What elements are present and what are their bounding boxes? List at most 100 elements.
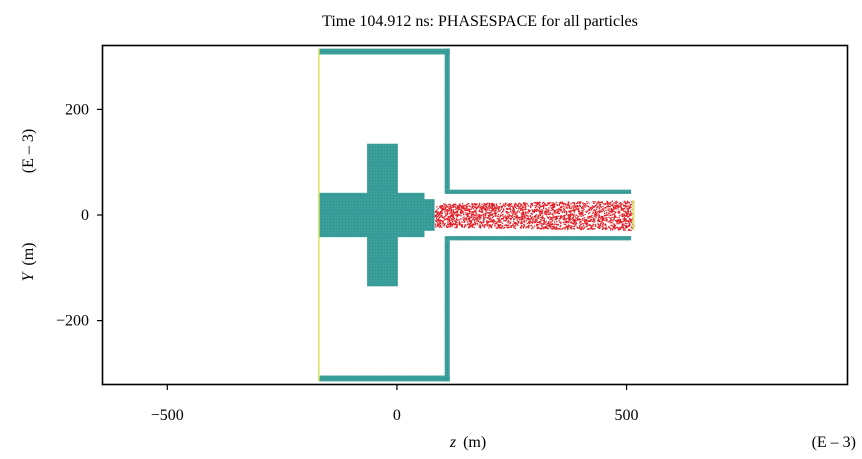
particle-point bbox=[478, 215, 481, 217]
particle-point bbox=[448, 218, 451, 221]
particle-point bbox=[541, 212, 543, 214]
particle-point bbox=[484, 203, 487, 205]
particle-point bbox=[597, 220, 599, 222]
particle-point bbox=[603, 213, 606, 215]
particle-point bbox=[507, 222, 509, 224]
particle-point bbox=[573, 210, 576, 212]
particle-point bbox=[543, 226, 546, 229]
particle-point bbox=[444, 216, 446, 218]
particle-point bbox=[531, 210, 534, 212]
particle-point bbox=[492, 205, 494, 208]
particle-point bbox=[535, 220, 537, 222]
particle-point bbox=[454, 204, 456, 206]
particle-point bbox=[486, 222, 489, 224]
particle-point bbox=[506, 207, 508, 210]
particle-point bbox=[470, 220, 473, 222]
particle-point bbox=[623, 224, 626, 226]
particle-point bbox=[490, 211, 492, 214]
particle-point bbox=[553, 204, 555, 207]
particle-point bbox=[626, 203, 628, 205]
particle-point bbox=[625, 226, 627, 228]
particle-point bbox=[464, 204, 466, 207]
particle-point bbox=[456, 224, 458, 227]
particle-point bbox=[453, 205, 455, 208]
particle-point bbox=[509, 222, 511, 225]
particle-point bbox=[508, 226, 510, 228]
particle-point bbox=[529, 220, 531, 222]
particle-point bbox=[485, 210, 487, 212]
particle-point bbox=[615, 220, 617, 222]
particle-point bbox=[524, 221, 526, 223]
particle-point bbox=[535, 223, 538, 226]
particle-point bbox=[544, 221, 547, 224]
particle-point bbox=[597, 226, 599, 228]
particle-point bbox=[436, 209, 438, 211]
particle-point bbox=[546, 210, 548, 212]
particle-point bbox=[580, 226, 582, 228]
particle-point bbox=[544, 213, 547, 215]
particle-point bbox=[534, 206, 537, 209]
particle-point bbox=[626, 202, 628, 204]
particle-point bbox=[450, 206, 452, 208]
particle-point bbox=[490, 219, 492, 221]
particle-point bbox=[618, 210, 620, 212]
y-axis-symbol: Y bbox=[20, 271, 37, 282]
particle-point bbox=[564, 223, 567, 226]
particle-point bbox=[605, 217, 607, 219]
particle-point bbox=[439, 205, 441, 207]
particle-point bbox=[462, 207, 465, 209]
particle-point bbox=[460, 212, 462, 215]
particle-point bbox=[560, 218, 562, 220]
particle-point bbox=[558, 204, 560, 206]
particle-point bbox=[530, 202, 532, 205]
particle-point bbox=[553, 225, 555, 227]
particle-point bbox=[627, 208, 629, 210]
particle-point bbox=[464, 208, 466, 210]
particle-point bbox=[616, 219, 618, 222]
particle-point bbox=[512, 224, 514, 226]
particle-point bbox=[494, 225, 496, 227]
particle-point bbox=[596, 211, 598, 214]
particle-point bbox=[572, 223, 574, 225]
particle-point bbox=[514, 211, 516, 213]
particle-point bbox=[438, 216, 441, 219]
particle-point bbox=[624, 206, 627, 208]
particle-point bbox=[578, 219, 581, 221]
particle-point bbox=[500, 224, 502, 226]
particle-point bbox=[618, 218, 621, 220]
particle-point bbox=[466, 223, 469, 226]
particle-point bbox=[485, 207, 488, 209]
particle-point bbox=[482, 225, 484, 227]
particle-point bbox=[455, 207, 457, 209]
particle-point bbox=[531, 209, 533, 211]
particle-point bbox=[618, 223, 620, 225]
particle-point bbox=[608, 203, 611, 205]
particle-point bbox=[607, 212, 610, 214]
particle-point bbox=[610, 209, 613, 211]
particle-point bbox=[563, 215, 565, 217]
particle-point bbox=[471, 219, 474, 221]
particle-point bbox=[597, 224, 600, 226]
particle-point bbox=[580, 218, 582, 221]
particle-point bbox=[492, 219, 494, 221]
particle-point bbox=[556, 204, 558, 206]
particle-point bbox=[578, 211, 580, 213]
particle-point bbox=[560, 228, 562, 230]
particle-point bbox=[482, 215, 484, 217]
particle-point bbox=[605, 228, 607, 230]
particle-point bbox=[613, 207, 616, 209]
particle-point bbox=[582, 213, 584, 216]
particle-point bbox=[512, 209, 514, 211]
particle-point bbox=[550, 227, 552, 229]
particle-point bbox=[589, 227, 592, 230]
particle-point bbox=[486, 223, 488, 226]
particle-point bbox=[550, 209, 552, 211]
particle-point bbox=[610, 204, 612, 206]
particle-point bbox=[508, 216, 510, 218]
particle-point bbox=[457, 210, 459, 212]
particle-point bbox=[618, 222, 620, 224]
particle-point bbox=[510, 218, 512, 221]
particle-point bbox=[439, 226, 441, 228]
x-axis-exponent: (E – 3) bbox=[812, 434, 856, 451]
particle-point bbox=[488, 227, 490, 229]
